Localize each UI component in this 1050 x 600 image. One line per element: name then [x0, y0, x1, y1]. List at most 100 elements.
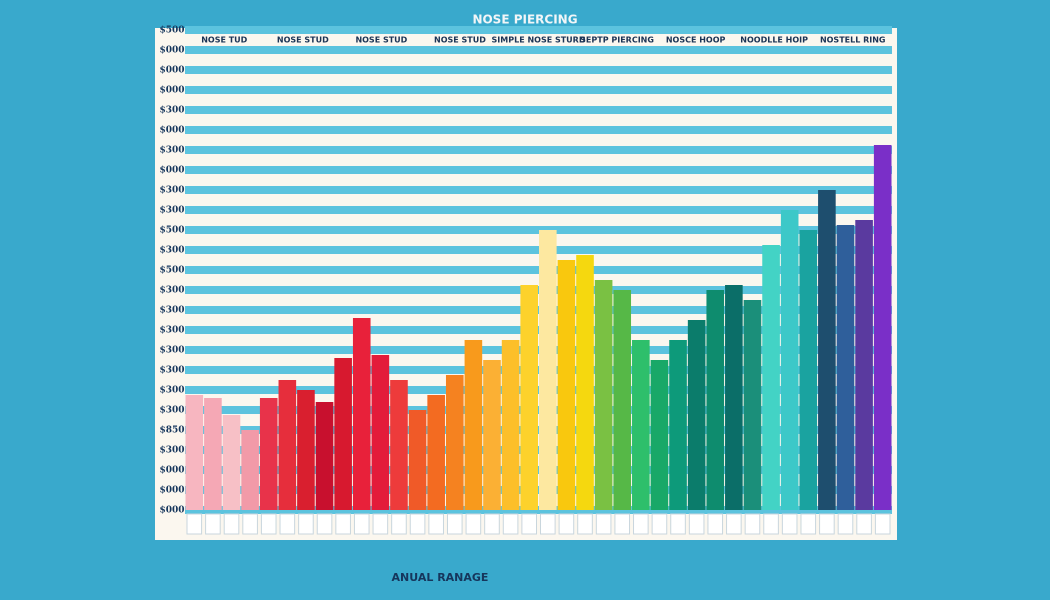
grid-band [185, 426, 892, 434]
grid-band [185, 486, 892, 494]
y-tick-label: $300 [159, 366, 184, 376]
y-tick-label: $300 [159, 386, 184, 396]
bar [259, 398, 278, 510]
bar [818, 190, 836, 510]
x-tick-cell [353, 513, 370, 535]
y-tick-label: $300 [159, 306, 184, 316]
bar [762, 245, 780, 510]
bar [855, 220, 873, 510]
bar [241, 430, 259, 510]
chart-title: NOSE PIERCING [472, 13, 577, 27]
x-tick-cell [223, 513, 240, 535]
group-label: NOSTELL RING [820, 36, 886, 45]
bar [650, 360, 669, 510]
grid-band [185, 146, 892, 154]
stripes [185, 26, 892, 514]
bar [780, 210, 799, 510]
x-axis-label: ANUAL RANAGE [392, 571, 489, 584]
bar [557, 260, 576, 510]
grid-band [185, 506, 892, 514]
x-tick-cell [614, 513, 631, 535]
grid-band [185, 306, 892, 314]
bar [594, 280, 613, 510]
bar [836, 225, 855, 510]
x-tick-cell [819, 513, 835, 535]
grid-band [185, 46, 892, 54]
x-tick-cell [409, 513, 426, 535]
x-tick-cell [484, 513, 500, 535]
bar [669, 340, 687, 510]
grid-band [185, 166, 892, 174]
bar [483, 360, 501, 510]
bar [204, 398, 222, 510]
x-tick-cell [651, 513, 668, 535]
y-tick-label: $300 [159, 206, 184, 216]
y-tick-label: $300 [159, 146, 184, 156]
grid-band [185, 346, 892, 354]
x-tick-cell [744, 513, 761, 535]
y-tick-label: $000 [159, 506, 184, 516]
x-tick-cell [316, 513, 333, 535]
x-tick-cell [446, 513, 463, 535]
x-tick-cell [670, 513, 686, 535]
y-tick-label: $000 [159, 466, 184, 476]
y-tick-label: $500 [159, 26, 184, 36]
x-tick-cell [726, 513, 742, 535]
x-tick-cell [521, 513, 537, 535]
y-tick-label: $000 [159, 486, 184, 496]
x-tick-cell [837, 513, 854, 535]
x-tick-cell [372, 513, 389, 535]
y-tick-label: $500 [159, 266, 184, 276]
bar [501, 340, 520, 510]
x-tick-cell [540, 513, 556, 535]
x-tick-cell [335, 513, 351, 535]
y-tick-label: $000 [159, 86, 184, 96]
y-tick-label: $000 [159, 126, 184, 136]
bar [873, 145, 892, 510]
bar [613, 290, 632, 510]
grid-band [185, 266, 892, 274]
x-tick-cell [577, 513, 593, 535]
grid-band [185, 406, 892, 414]
x-tick-cell [763, 513, 779, 535]
x-tick-cell [633, 513, 649, 535]
y-tick-label: $300 [159, 406, 184, 416]
grid-band [185, 226, 892, 234]
bar [371, 355, 390, 510]
bar [687, 320, 706, 510]
bar [632, 340, 650, 510]
group-label: NOSE STUD [434, 36, 486, 45]
x-tick-cell [428, 513, 444, 535]
y-tick-label: $300 [159, 346, 184, 356]
grid-band [185, 386, 892, 394]
x-tick-cell [279, 513, 296, 535]
bar [427, 395, 445, 510]
y-tick-label: $300 [159, 106, 184, 116]
y-tick-label: $000 [159, 66, 184, 76]
bar [297, 390, 315, 510]
x-tick-cell [688, 513, 705, 535]
y-tick-label: $300 [159, 246, 184, 256]
x-tick-cell [502, 513, 519, 535]
y-tick-label: $300 [159, 326, 184, 336]
x-tick-cell [874, 513, 891, 535]
bar [539, 230, 557, 510]
bar [390, 380, 408, 510]
x-tick-cell [595, 513, 612, 535]
group-label: NOODLLE HOIP [740, 36, 808, 45]
group-label: NOSE TUD [201, 36, 247, 45]
grid-band [185, 206, 892, 214]
grid-band [185, 66, 892, 74]
grid-band [185, 286, 892, 294]
group-label: NOSE STUD [355, 36, 407, 45]
grid-band [185, 126, 892, 134]
grid-band [185, 326, 892, 334]
x-tick-cell [800, 513, 817, 535]
x-tick-cell [856, 513, 872, 535]
y-tick-label: $000 [159, 46, 184, 56]
bar [315, 402, 334, 510]
grid-band [185, 186, 892, 194]
group-label: SEPTP PIERCING [580, 36, 654, 45]
